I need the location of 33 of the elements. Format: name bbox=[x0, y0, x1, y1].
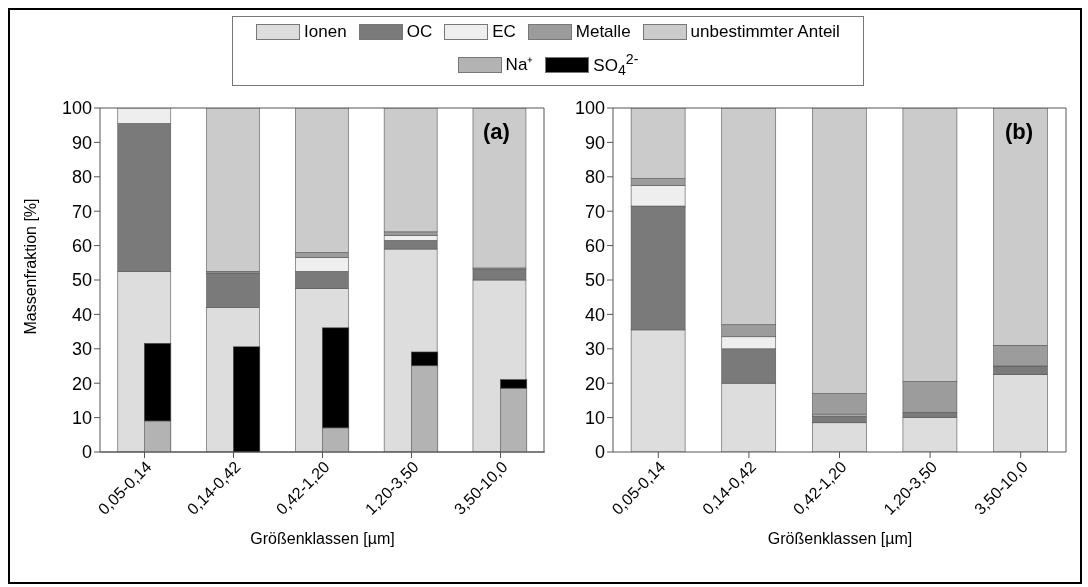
y-tick-label: 40 bbox=[71, 304, 92, 325]
y-tick-label: 60 bbox=[584, 235, 605, 256]
y-tick-label: 60 bbox=[71, 235, 92, 256]
y-tick-label: 10 bbox=[584, 407, 605, 428]
legend-label: EC bbox=[492, 21, 516, 43]
annotation: (a) bbox=[483, 119, 510, 144]
y-tick-label: 50 bbox=[584, 270, 605, 291]
y-axis-title: Massenfraktion [%] bbox=[21, 198, 39, 335]
y-tick-label: 20 bbox=[584, 373, 605, 394]
y-tick-label: 10 bbox=[71, 407, 92, 428]
annotation: (b) bbox=[1005, 119, 1034, 144]
y-tick-label: 0 bbox=[81, 442, 92, 463]
x-axis-title: Größenklassen [µm] bbox=[767, 530, 913, 547]
y-tick-label: 80 bbox=[71, 167, 92, 188]
y-tick-label: 80 bbox=[584, 167, 605, 188]
y-tick-label: 70 bbox=[584, 201, 605, 222]
y-tick-label: 30 bbox=[71, 339, 92, 360]
y-tick-label: 90 bbox=[584, 132, 605, 153]
y-tick-label: 100 bbox=[61, 98, 92, 119]
legend-label: Metalle bbox=[575, 21, 631, 43]
y-tick-label: 70 bbox=[71, 201, 92, 222]
y-tick-label: 20 bbox=[71, 373, 92, 394]
y-tick-label: 0 bbox=[594, 442, 605, 463]
x-axis-title: Größenklassen [µm] bbox=[250, 530, 395, 547]
y-tick-label: 40 bbox=[584, 304, 605, 325]
legend-label: Na⁺ bbox=[505, 53, 534, 76]
legend-label: unbestimmter Anteil bbox=[690, 21, 840, 43]
legend-label: OC bbox=[406, 21, 433, 43]
y-tick-label: 30 bbox=[584, 339, 605, 360]
y-tick-label: 90 bbox=[71, 132, 92, 153]
legend-label: Ionen bbox=[304, 21, 347, 43]
y-tick-label: 50 bbox=[71, 270, 92, 291]
y-tick-label: 100 bbox=[574, 98, 605, 119]
